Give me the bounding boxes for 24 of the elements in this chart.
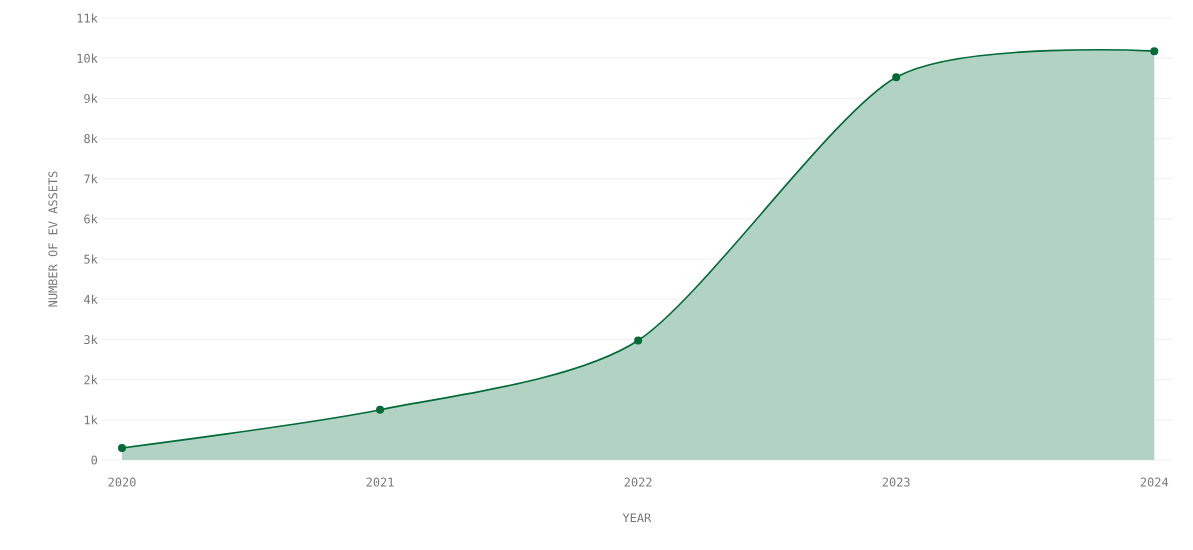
x-tick-label: 2020	[108, 477, 136, 487]
y-tick-label: 8k	[84, 133, 98, 144]
x-tick-label: 2023	[882, 477, 910, 487]
y-tick-label: 7k	[84, 174, 98, 184]
point	[1150, 47, 1159, 56]
y-tick-label: 5k	[84, 254, 98, 264]
y-tick-label: 1k	[84, 415, 98, 425]
y-tick-label: 2k	[84, 375, 98, 385]
x-tick-label: 2022	[624, 477, 652, 487]
point	[376, 405, 385, 414]
point	[892, 73, 901, 82]
point	[118, 443, 126, 452]
y-tick-label: 9k	[84, 93, 98, 103]
y-tick-label: 6k	[84, 214, 98, 224]
y-tick-label: 0	[91, 455, 98, 465]
y-tick-label: 4k	[84, 294, 98, 304]
x-axis-title: YEAR	[622, 513, 652, 523]
x-tick-label: 2021	[366, 477, 394, 487]
x-tick-label: 2024	[1140, 477, 1169, 487]
y-tick-label: 3k	[84, 334, 98, 345]
y-tick-label: 11k	[77, 13, 98, 23]
y-axis-title: NUMBER OF EV ASSETS	[48, 171, 58, 307]
y-tick-label: 10k	[77, 53, 98, 63]
point	[634, 336, 643, 345]
